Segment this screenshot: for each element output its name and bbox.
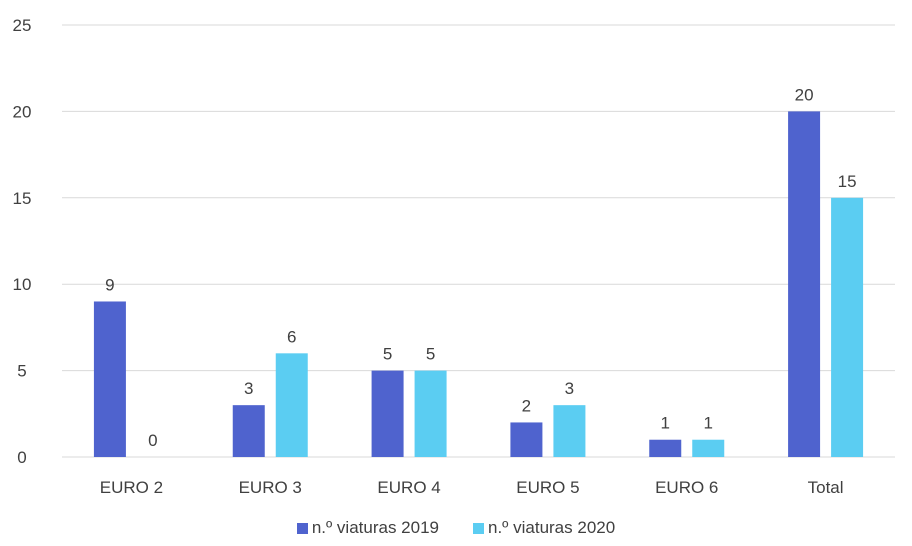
legend-swatch-2019: [296, 522, 308, 534]
y-tick-label: 15: [13, 189, 32, 208]
data-label: 0: [148, 431, 157, 450]
bar-2019: [93, 301, 126, 457]
legend-swatch-2020: [473, 522, 484, 534]
bar-2019: [788, 111, 821, 458]
bar-2020: [553, 405, 586, 457]
bar-2020: [831, 197, 864, 458]
gridlines: [62, 24, 895, 458]
x-tick-label: EURO 3: [239, 478, 302, 497]
data-label: 20: [795, 85, 814, 104]
y-tick-label: 10: [13, 275, 32, 294]
bar-2019: [232, 405, 265, 457]
data-labels: 9 0 3 6 5 5 2 3 1 1 20 15: [105, 85, 856, 450]
x-tick-label: EURO 5: [516, 478, 579, 497]
x-tick-label: Total: [808, 478, 844, 497]
bar-2019: [371, 370, 404, 457]
bar-2019: [510, 422, 543, 457]
data-label: 1: [661, 414, 670, 433]
bar-2020: [275, 353, 308, 457]
data-label: 5: [383, 345, 392, 364]
x-axis-tick-labels: EURO 2 EURO 3 EURO 4 EURO 5 EURO 6 Total: [100, 478, 844, 497]
x-tick-label: EURO 2: [100, 478, 163, 497]
bar-2020: [414, 370, 447, 457]
data-label: 15: [838, 172, 857, 191]
data-label: 2: [522, 396, 531, 415]
legend-item-2019: n.º viaturas 2019: [296, 518, 439, 538]
legend-label-2020: n.º viaturas 2020: [488, 518, 616, 537]
legend-label-2019: n.º viaturas 2019: [311, 518, 439, 537]
y-axis-tick-labels: 0 5 10 15 20 25: [13, 16, 32, 467]
y-tick-label: 20: [13, 102, 32, 121]
y-tick-label: 5: [17, 362, 26, 381]
y-tick-label: 0: [17, 448, 26, 467]
legend-item-2020: n.º viaturas 2020: [473, 518, 615, 538]
data-label: 3: [565, 379, 574, 398]
x-tick-label: EURO 6: [655, 478, 718, 497]
y-tick-label: 25: [13, 16, 32, 35]
legend: n.º viaturas 2019 n.º viaturas 2020: [0, 518, 912, 538]
data-label: 5: [426, 345, 435, 364]
bar-2020: [692, 439, 725, 457]
data-label: 1: [704, 414, 713, 433]
x-tick-label: EURO 4: [377, 478, 440, 497]
bar-2019: [649, 439, 682, 457]
data-label: 3: [244, 379, 253, 398]
data-label: 6: [287, 327, 296, 346]
bars: [93, 111, 864, 458]
data-label: 9: [105, 275, 114, 294]
